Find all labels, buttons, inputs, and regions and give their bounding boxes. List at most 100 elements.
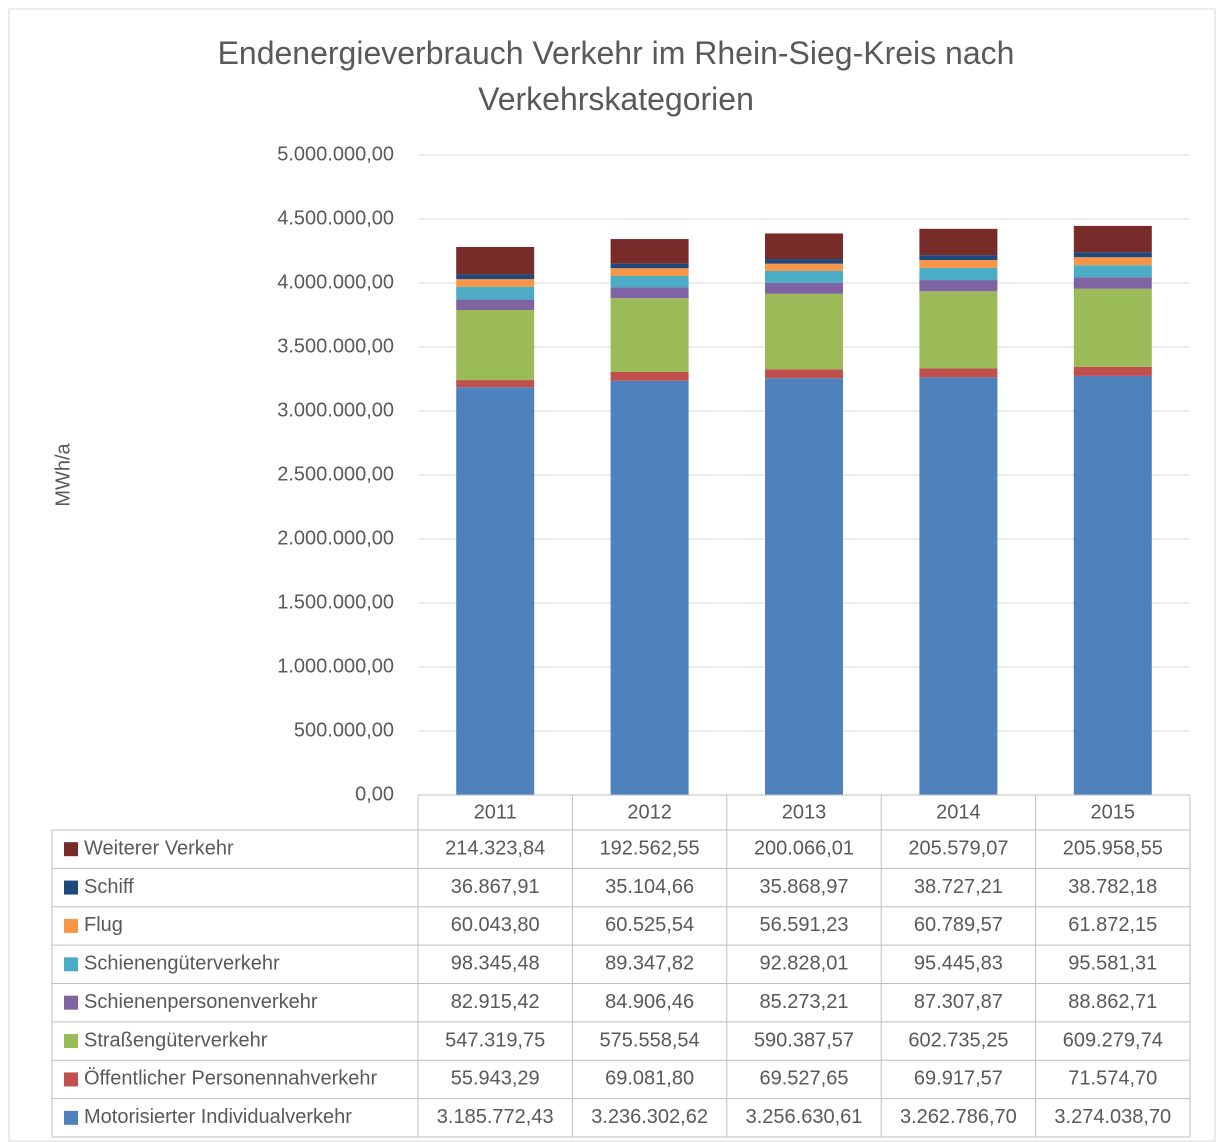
bar-segment <box>765 263 843 271</box>
x-tick-label: 2013 <box>782 801 827 823</box>
bar-segment <box>456 310 535 381</box>
bar-segment <box>456 299 535 311</box>
table-cell: 69.917,57 <box>914 1068 1003 1090</box>
legend-swatch <box>64 880 78 895</box>
bar-segment <box>919 368 998 378</box>
bar-segment <box>1073 252 1152 258</box>
bar-segment <box>1073 277 1152 289</box>
bar-segment <box>919 280 998 292</box>
x-tick-label: 2012 <box>627 801 672 823</box>
legend-swatch <box>64 1072 78 1087</box>
legend-label: Schienenpersonenverkehr <box>84 991 318 1013</box>
table-cell: 575.558,54 <box>600 1029 700 1051</box>
bar-segment <box>765 378 843 795</box>
bar-segment <box>1073 265 1152 278</box>
table-cell: 35.104,66 <box>605 876 694 898</box>
legend-label: Straßengüterverkehr <box>84 1029 268 1051</box>
legend-label: Flug <box>84 914 123 936</box>
table-cell: 36.867,91 <box>451 876 540 898</box>
table-cell: 82.915,42 <box>451 991 540 1013</box>
table-cell: 214.323,84 <box>445 837 545 859</box>
table-cell: 95.445,83 <box>914 953 1003 975</box>
bar-segment <box>919 228 998 256</box>
table-cell: 205.958,55 <box>1063 837 1163 859</box>
table-cell: 35.868,97 <box>760 876 849 898</box>
table-cell: 3.274.038,70 <box>1054 1106 1171 1128</box>
table-cell: 60.525,54 <box>605 914 694 936</box>
bar-segment <box>610 268 689 276</box>
table-cell: 590.387,57 <box>754 1029 854 1051</box>
x-tick-label: 2014 <box>936 801 981 823</box>
table-cell: 192.562,55 <box>600 837 700 859</box>
y-tick-label: 3.500.000,00 <box>277 335 394 357</box>
table-cell: 84.906,46 <box>605 991 694 1013</box>
table-cell: 56.591,23 <box>760 914 849 936</box>
chart-title: Endenergieverbrauch Verkehr im Rhein-Sie… <box>217 35 1015 117</box>
legend-label: Öffentlicher Personennahverkehr <box>84 1068 377 1090</box>
bar-segment <box>456 380 535 388</box>
x-tick-label: 2015 <box>1091 801 1136 823</box>
bar-segment <box>610 371 689 381</box>
legend-label: Schiff <box>84 876 134 898</box>
table-cell: 60.043,80 <box>451 914 540 936</box>
table-cell: 98.345,48 <box>451 953 540 975</box>
legend-swatch <box>64 1034 78 1049</box>
legend-swatch <box>64 995 78 1010</box>
legend-swatch <box>64 842 78 857</box>
bar-segment <box>456 279 535 287</box>
legend-swatch <box>64 957 78 972</box>
table-cell: 87.307,87 <box>914 991 1003 1013</box>
bar-segment <box>610 298 689 372</box>
x-tick-label: 2011 <box>474 801 517 823</box>
table-cell: 609.279,74 <box>1063 1029 1163 1051</box>
y-tick-label: 4.500.000,00 <box>277 207 394 229</box>
bar-segment <box>456 286 535 300</box>
bar-segment <box>765 259 843 264</box>
bar-segment <box>1073 225 1152 253</box>
bar-segment <box>765 270 843 283</box>
table-cell: 88.862,71 <box>1068 991 1157 1013</box>
chart-border <box>8 8 1216 1142</box>
legend-label: Motorisierter Individualverkehr <box>84 1106 352 1128</box>
bar-segment <box>919 255 998 261</box>
bar-segment <box>919 291 998 369</box>
bar-segment <box>456 274 535 280</box>
y-tick-label: 5.000.000,00 <box>277 143 394 165</box>
table-cell: 547.319,75 <box>445 1029 545 1051</box>
bar-segment <box>765 369 843 379</box>
bar-segment <box>765 233 843 260</box>
table-cell: 602.735,25 <box>908 1029 1008 1051</box>
table-cell: 55.943,29 <box>451 1068 540 1090</box>
bar-segment <box>456 246 535 275</box>
bar-segment <box>765 293 843 370</box>
table-cell: 3.256.630,61 <box>746 1106 863 1128</box>
table-cell: 61.872,15 <box>1068 914 1157 936</box>
table-cell: 69.081,80 <box>605 1068 694 1090</box>
bar-segment <box>1073 257 1152 266</box>
bar-segment <box>610 263 689 269</box>
y-tick-label: 1.500.000,00 <box>277 591 394 613</box>
y-tick-label: 3.000.000,00 <box>277 399 394 421</box>
table-cell: 89.347,82 <box>605 953 694 975</box>
table-cell: 92.828,01 <box>760 953 849 975</box>
bar-segment <box>610 239 689 264</box>
table-cell: 69.527,65 <box>760 1068 849 1090</box>
y-tick-label: 2.500.000,00 <box>277 463 394 485</box>
table-cell: 3.185.772,43 <box>437 1106 554 1128</box>
bar-segment <box>1073 366 1152 376</box>
bar-segment <box>765 282 843 294</box>
table-cell: 205.579,07 <box>908 837 1008 859</box>
legend-swatch <box>64 1110 78 1125</box>
y-tick-label: 500.000,00 <box>294 719 394 741</box>
table-cell: 38.727,21 <box>914 876 1003 898</box>
y-axis-title: MWh/a <box>52 442 74 506</box>
y-tick-label: 4.000.000,00 <box>277 271 394 293</box>
bar-segment <box>610 380 689 795</box>
bar-segment <box>610 275 689 288</box>
table-cell: 38.782,18 <box>1068 876 1157 898</box>
table-cell: 71.574,70 <box>1068 1068 1157 1090</box>
bar-segment <box>1073 375 1152 795</box>
bar-segment <box>919 260 998 268</box>
bar-segment <box>1073 288 1152 367</box>
